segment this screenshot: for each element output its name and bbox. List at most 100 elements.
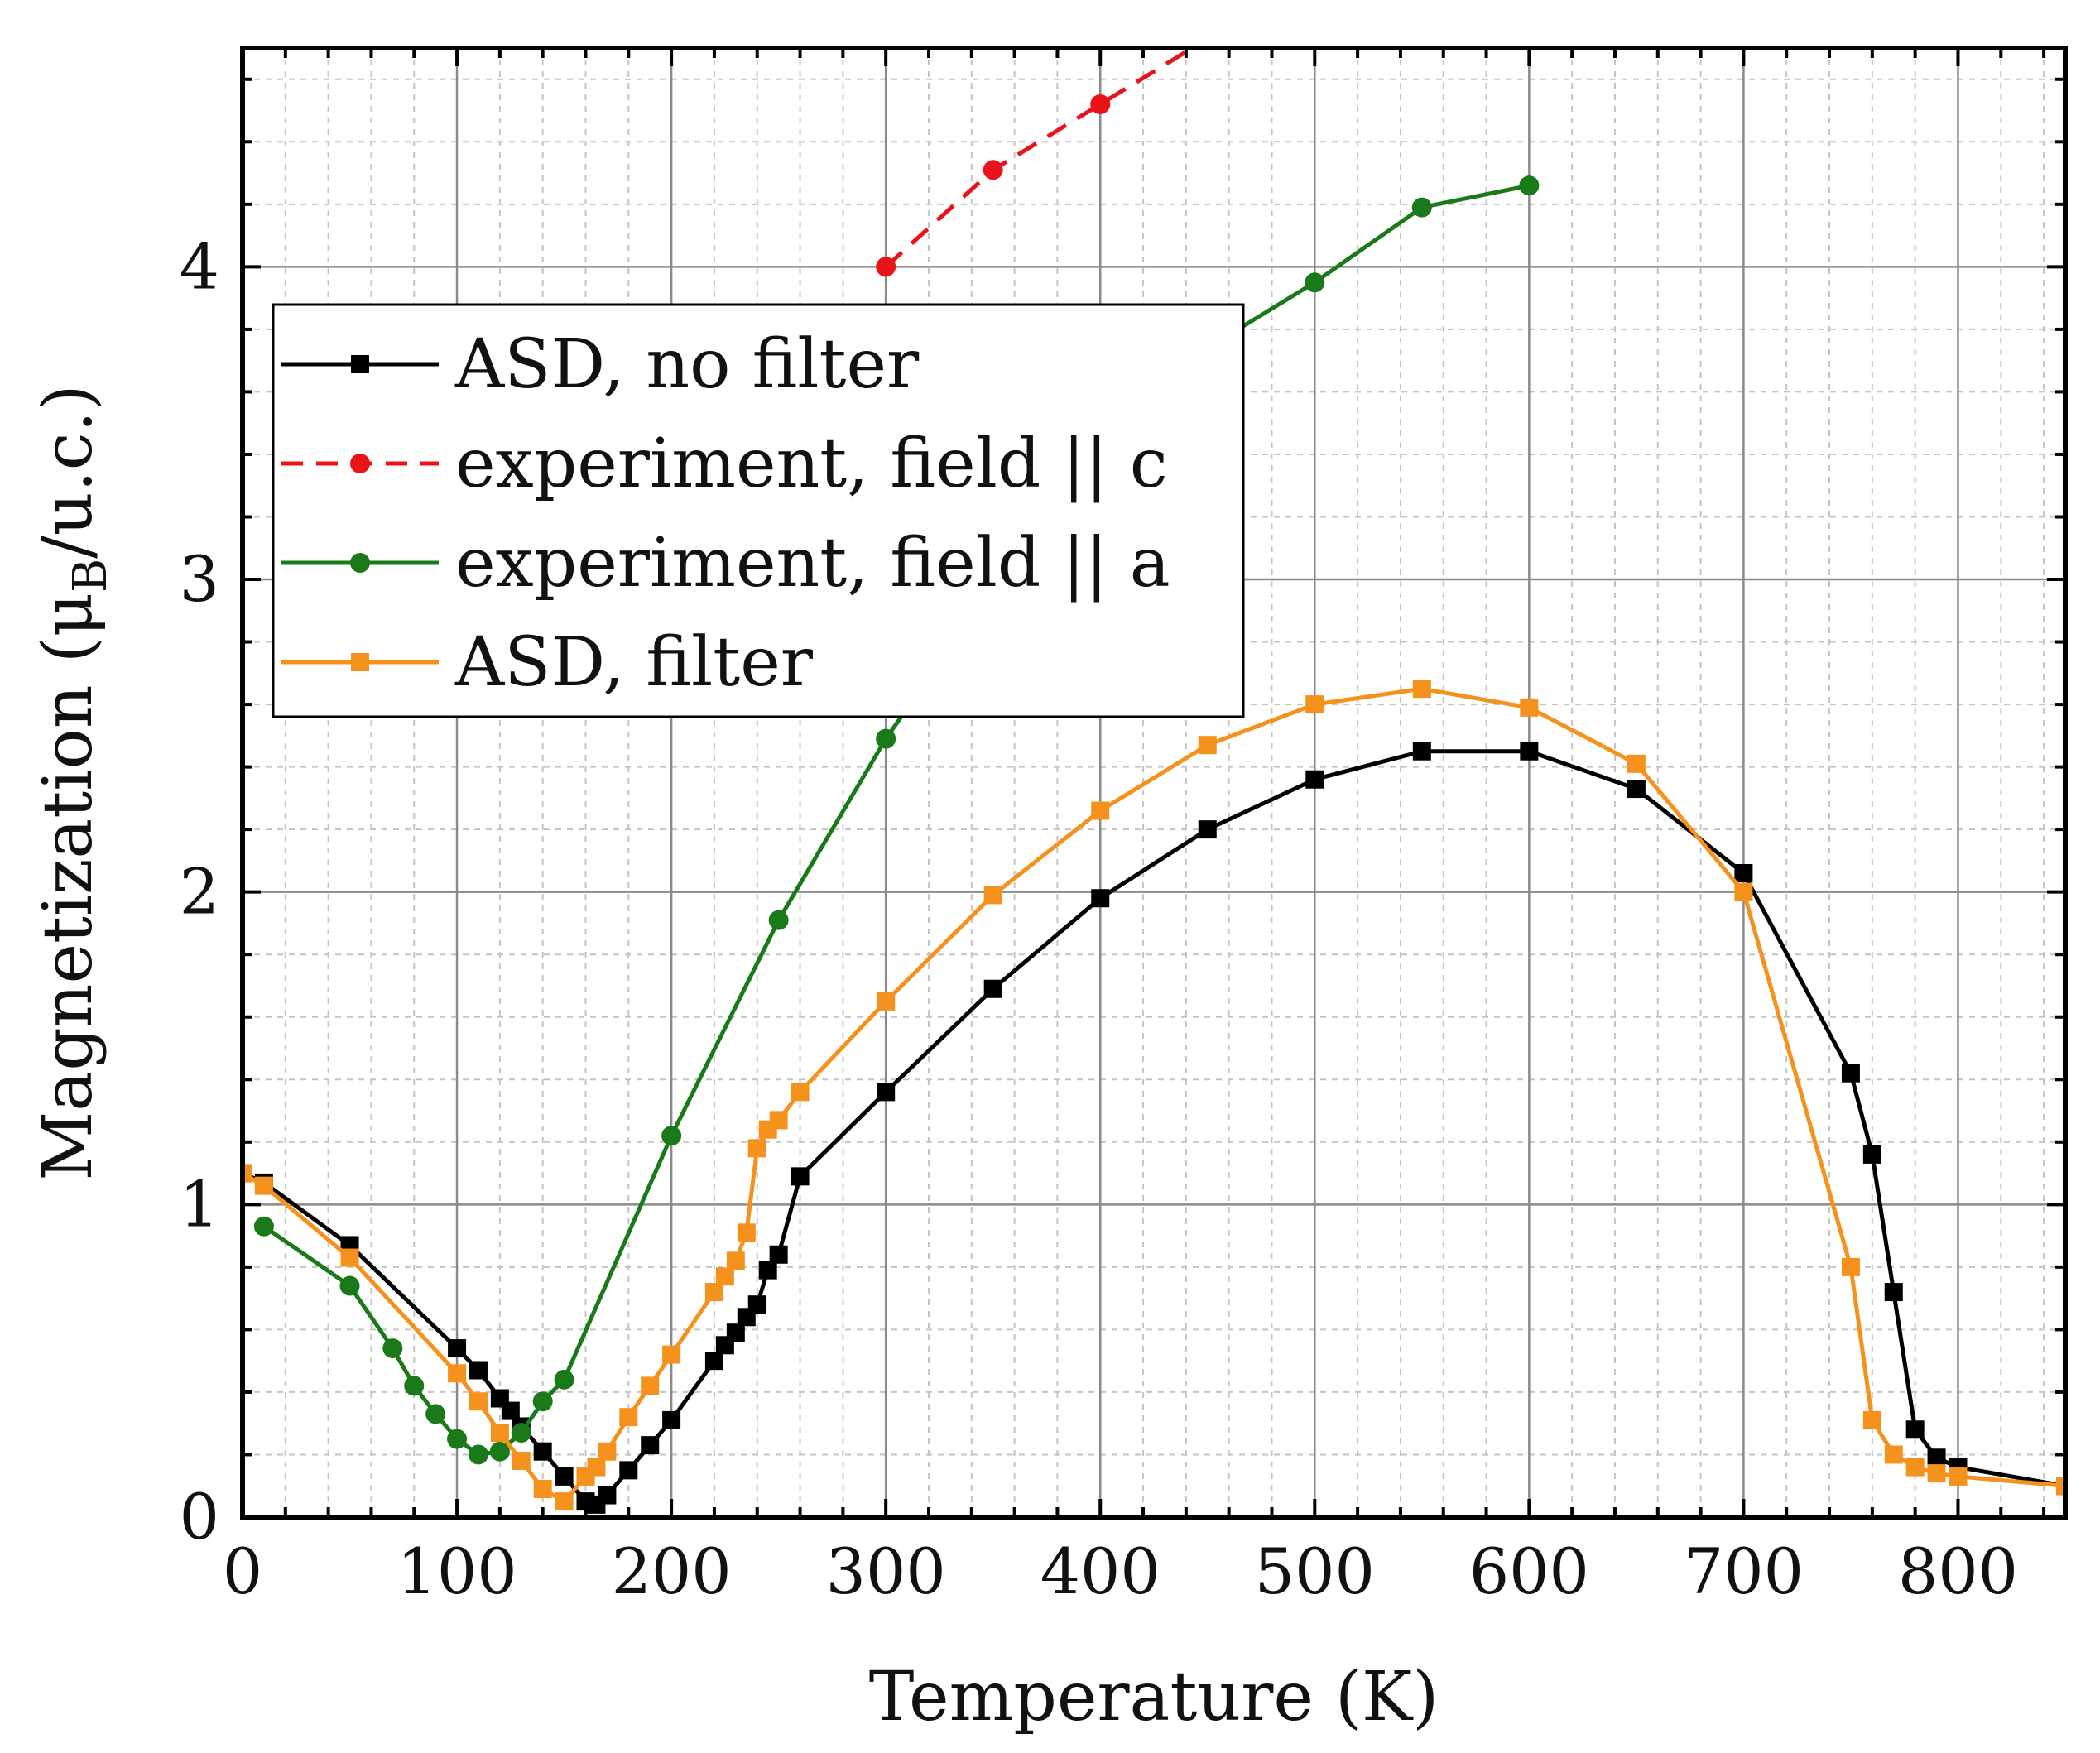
series-4-point	[587, 1458, 606, 1477]
x-tick-label: 600	[1469, 1534, 1589, 1608]
series-4-point	[726, 1251, 745, 1270]
y-axis-title-tail: /u.c.)	[29, 384, 108, 559]
series-1-point	[1927, 1448, 1946, 1467]
series-1-point	[619, 1461, 638, 1480]
series-3-point	[1305, 272, 1325, 293]
series-4-point	[1520, 698, 1539, 717]
series-1-point	[877, 1083, 896, 1102]
series-4-point	[641, 1376, 660, 1395]
legend-entry-4: ASD, filter	[281, 623, 814, 702]
series-2-point	[1090, 94, 1111, 114]
series-2-line	[884, 48, 1197, 269]
x-tick-label: 300	[826, 1534, 946, 1608]
x-tick-label: 800	[1898, 1534, 2018, 1608]
legend-label: ASD, filter	[454, 623, 814, 702]
legend-entry-2: experiment, field || c	[281, 425, 1168, 503]
x-tick-label: 500	[1255, 1534, 1375, 1608]
series-1-point	[1627, 780, 1646, 799]
series-4-point	[715, 1267, 734, 1286]
plot-frame	[240, 46, 2068, 1520]
series-1-point	[769, 1245, 788, 1264]
series-1-point	[704, 1352, 723, 1371]
series-3-point	[661, 1126, 682, 1146]
y-axis-title-subscript: B	[64, 559, 118, 593]
axes-layer	[240, 46, 2068, 1520]
series-1-point	[726, 1323, 745, 1342]
series-4-point	[1412, 680, 1431, 699]
series-1-point	[747, 1295, 766, 1314]
series-3-point	[511, 1423, 531, 1443]
series-3-point	[447, 1429, 468, 1449]
series-1-point	[1862, 1145, 1881, 1164]
legend-label: ASD, no filter	[454, 325, 920, 404]
legend-label: experiment, field || c	[455, 425, 1168, 503]
series-4-point	[1091, 801, 1110, 820]
series-1-point	[555, 1467, 574, 1486]
series-4-point	[340, 1248, 359, 1267]
series-4-point	[469, 1392, 488, 1411]
series-4-point	[448, 1364, 467, 1383]
series-3-point	[1519, 175, 1540, 196]
series-2-point	[983, 160, 1003, 180]
y-axis-title: Magnetization (μB/u.c.)	[29, 384, 118, 1180]
legend-marker	[350, 454, 370, 473]
series-4	[243, 680, 2065, 1511]
series-1-point	[641, 1436, 660, 1455]
x-tick-label: 700	[1684, 1534, 1804, 1608]
series-4-point	[662, 1345, 681, 1364]
legend-box	[272, 303, 1245, 718]
series-1-point	[1412, 742, 1431, 761]
series-4-point	[1927, 1464, 1946, 1483]
x-tick-label: 0	[223, 1534, 262, 1608]
series-1-point	[983, 979, 1002, 998]
x-tick-label: 400	[1040, 1534, 1161, 1608]
series-4-point	[1949, 1467, 1968, 1486]
series-4-point	[1627, 754, 1646, 773]
series-4-point	[533, 1480, 552, 1499]
series-4-point	[598, 1442, 617, 1461]
series-3-point	[253, 1216, 274, 1237]
tick-labels: 0 100 200 300 400 500 600 700 800 0 1 2 3 4	[180, 229, 2018, 1608]
series-1-point	[758, 1261, 777, 1280]
x-tick-label: 200	[612, 1534, 732, 1608]
series-1-point	[1198, 820, 1217, 839]
series-3-point	[404, 1376, 425, 1396]
series-3-point	[382, 1338, 403, 1359]
series-4-point	[2056, 1477, 2065, 1496]
series-4-point	[1884, 1445, 1903, 1464]
series-3-point	[768, 910, 789, 930]
series-4-point	[490, 1424, 509, 1443]
series-4-point	[1862, 1410, 1881, 1429]
y-tick-label: 2	[180, 855, 219, 929]
series-4-point	[619, 1408, 638, 1427]
legend-marker	[351, 653, 369, 671]
legend: ASD, no filter experiment, field || c expe…	[272, 303, 1245, 718]
series-1-point	[1734, 864, 1753, 883]
series-4-point	[704, 1283, 723, 1302]
y-axis-title-main: Magnetization (μ	[29, 593, 108, 1181]
series-4-point	[983, 886, 1002, 905]
legend-marker	[350, 553, 370, 573]
series-1-point	[598, 1486, 617, 1505]
legend-entry-1: ASD, no filter	[281, 325, 920, 404]
series-1-point	[533, 1442, 552, 1461]
series-4-point	[737, 1223, 756, 1242]
y-tick-label: 0	[180, 1480, 219, 1554]
legend-marker	[351, 355, 369, 373]
series-4-point	[1841, 1257, 1860, 1276]
series-1-point	[1305, 770, 1324, 789]
x-axis-title: Temperature (K)	[869, 1658, 1439, 1736]
series-3-point	[532, 1391, 553, 1412]
y-tick-label: 4	[180, 229, 219, 303]
series-3-point	[876, 728, 896, 749]
series-4-point	[1905, 1458, 1925, 1477]
series-4-point	[1305, 695, 1324, 714]
series-1-point	[791, 1167, 810, 1186]
series-1-point	[662, 1410, 681, 1429]
series-4-point	[747, 1139, 766, 1158]
series-1-point	[469, 1361, 488, 1380]
series-1-point	[1884, 1283, 1903, 1302]
y-tick-label: 3	[180, 542, 219, 616]
series-1-point	[501, 1401, 520, 1420]
